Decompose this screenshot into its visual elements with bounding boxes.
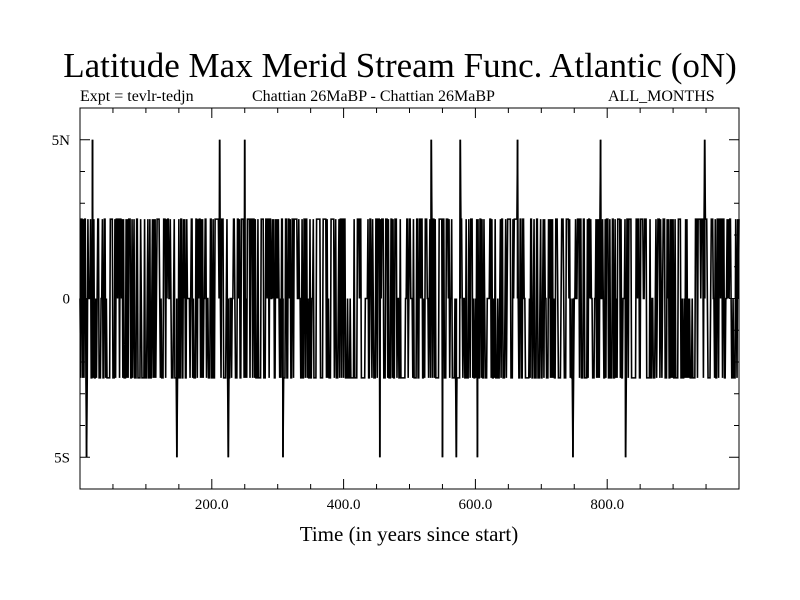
x-tick-label: 200.0 <box>195 497 229 513</box>
x-tick-label: 400.0 <box>327 497 361 513</box>
period-label: Chattian 26MaBP - Chattian 26MaBP <box>252 88 495 105</box>
y-tick-label: 5S <box>54 450 70 466</box>
y-tick-label: 0 <box>63 292 71 308</box>
chart-title: Latitude Max Merid Stream Func. Atlantic… <box>63 46 737 85</box>
x-tick-label: 600.0 <box>459 497 493 513</box>
series-line <box>79 139 740 458</box>
experiment-label: Expt = tevlr-tedjn <box>80 88 194 105</box>
months-label: ALL_MONTHS <box>608 88 715 105</box>
y-tick-label: 5N <box>52 133 71 149</box>
x-tick-label: 800.0 <box>590 497 624 513</box>
x-axis-label: Time (in years since start) <box>300 522 519 546</box>
